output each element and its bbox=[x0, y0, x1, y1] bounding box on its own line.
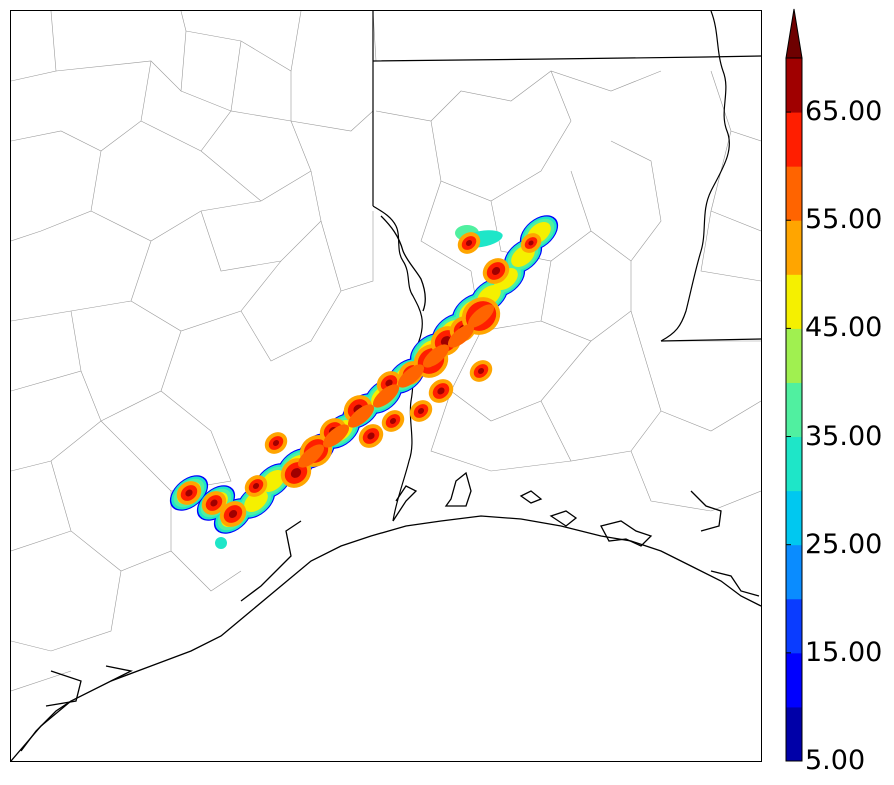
precip-core bbox=[491, 267, 501, 275]
precip-band-cell bbox=[422, 344, 450, 368]
state-boundaries bbox=[372, 11, 761, 522]
colorbar-tick-label: 55.00 bbox=[805, 204, 883, 236]
colorbar-swatch bbox=[786, 382, 802, 438]
colorbar-swatch bbox=[786, 490, 802, 546]
precip-core bbox=[228, 510, 238, 518]
precip-core bbox=[367, 432, 375, 440]
colorbar-swatch bbox=[786, 652, 802, 708]
precip-core bbox=[389, 418, 397, 424]
colorbar-border bbox=[785, 57, 803, 762]
precip-band-cell bbox=[347, 404, 375, 428]
precip-band-cell bbox=[467, 304, 495, 328]
colorbar-swatch bbox=[786, 112, 802, 167]
precip-band-cell bbox=[447, 324, 475, 348]
colorbar-swatch bbox=[786, 220, 802, 275]
precip-band-cell bbox=[297, 444, 325, 468]
precip-band-cell bbox=[261, 469, 285, 493]
colorbar-tick-label: 35.00 bbox=[805, 420, 883, 452]
precip-core bbox=[477, 368, 485, 374]
colorbar-swatch bbox=[786, 436, 802, 492]
colorbar-extend-arrow bbox=[785, 8, 803, 59]
colorbar-swatch bbox=[786, 706, 802, 762]
colorbar-swatch bbox=[786, 544, 802, 600]
precip-band-cell bbox=[215, 537, 227, 549]
colorbar-tick-label: 25.00 bbox=[805, 528, 883, 560]
precipitation-field bbox=[169, 215, 559, 549]
map-panel bbox=[10, 10, 762, 762]
colorbar-tick-label: 15.00 bbox=[805, 636, 883, 668]
precip-core bbox=[417, 408, 425, 414]
precip-band-cell bbox=[372, 384, 400, 408]
map-canvas bbox=[11, 11, 761, 761]
precip-core bbox=[185, 489, 193, 497]
precip-core bbox=[210, 499, 218, 507]
colorbar-swatch bbox=[786, 166, 802, 221]
precip-core bbox=[290, 468, 302, 478]
precip-band-cell bbox=[397, 364, 425, 388]
coastline bbox=[11, 215, 761, 761]
precip-core bbox=[272, 440, 280, 446]
colorbar-swatch bbox=[786, 598, 802, 654]
precip-band-cell bbox=[322, 424, 350, 448]
precip-core bbox=[528, 240, 534, 246]
precip-core bbox=[437, 387, 445, 395]
colorbar-swatch bbox=[786, 328, 802, 383]
precip-core bbox=[252, 483, 260, 489]
colorbar-tick-label: 5.00 bbox=[805, 745, 866, 776]
colorbar-tick-label: 45.00 bbox=[805, 312, 883, 344]
colorbar-tick-label: 65.00 bbox=[805, 96, 883, 128]
colorbar-swatch bbox=[786, 58, 802, 113]
colorbar bbox=[785, 8, 803, 762]
county-boundaries bbox=[11, 11, 761, 692]
precip-core bbox=[385, 379, 393, 387]
precip-core bbox=[465, 240, 473, 246]
colorbar-swatch bbox=[786, 274, 802, 329]
